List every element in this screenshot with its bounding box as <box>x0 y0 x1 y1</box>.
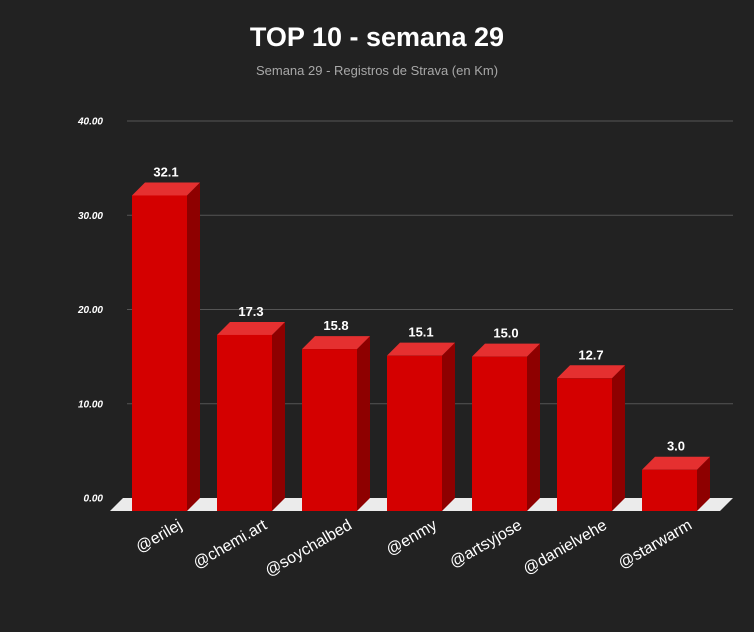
y-tick-label: 30.00 <box>78 211 103 222</box>
y-tick-label: 20.00 <box>77 305 103 316</box>
bar <box>387 342 455 511</box>
y-tick-label: 10.00 <box>78 399 103 410</box>
bar-top <box>132 182 200 196</box>
bar-front <box>132 195 187 511</box>
category-label: @danielvehe <box>520 517 610 579</box>
bar <box>472 343 540 511</box>
bar-side <box>357 336 370 511</box>
bar-side <box>272 321 285 511</box>
data-label: 15.0 <box>493 326 518 341</box>
bar <box>302 336 370 511</box>
bar-side <box>612 365 625 511</box>
bar <box>132 182 200 511</box>
bar-front <box>302 349 357 511</box>
category-label: @starwarm <box>615 517 695 573</box>
category-label: @artsyjose <box>447 517 525 572</box>
data-label: 15.1 <box>408 325 433 340</box>
bar-side <box>442 342 455 511</box>
category-label: @erilej <box>133 517 185 557</box>
bar-front <box>557 378 612 511</box>
category-label: @chemi.art <box>190 516 270 572</box>
bars <box>132 182 710 511</box>
category-label: @enmy <box>384 517 440 559</box>
chart-title: TOP 10 - semana 29 <box>249 22 505 52</box>
data-label: 12.7 <box>578 347 603 362</box>
bar-front <box>217 334 272 511</box>
category-label: @soychalbed <box>262 517 355 580</box>
bar-top <box>557 365 625 379</box>
bar-front <box>472 356 527 511</box>
bar-top <box>387 342 455 356</box>
bar <box>557 365 625 511</box>
bar-front <box>387 355 442 511</box>
bar <box>642 456 710 511</box>
bar-top <box>217 321 285 335</box>
bar-front <box>642 469 697 511</box>
bar <box>217 321 285 511</box>
data-label: 3.0 <box>667 439 685 454</box>
data-label: 32.1 <box>153 164 178 179</box>
bar-side <box>187 182 200 511</box>
data-label: 15.8 <box>323 318 348 333</box>
chart-subtitle: Semana 29 - Registros de Strava (en Km) <box>255 63 499 78</box>
y-tick-label: 0.00 <box>84 494 104 505</box>
data-label: 17.3 <box>238 304 263 319</box>
y-tick-label: 40.00 <box>77 117 103 128</box>
bar-side <box>527 343 540 511</box>
bar-side <box>697 456 710 511</box>
bar-top <box>642 456 710 470</box>
bar-top <box>472 343 540 357</box>
bar-top <box>302 336 370 350</box>
